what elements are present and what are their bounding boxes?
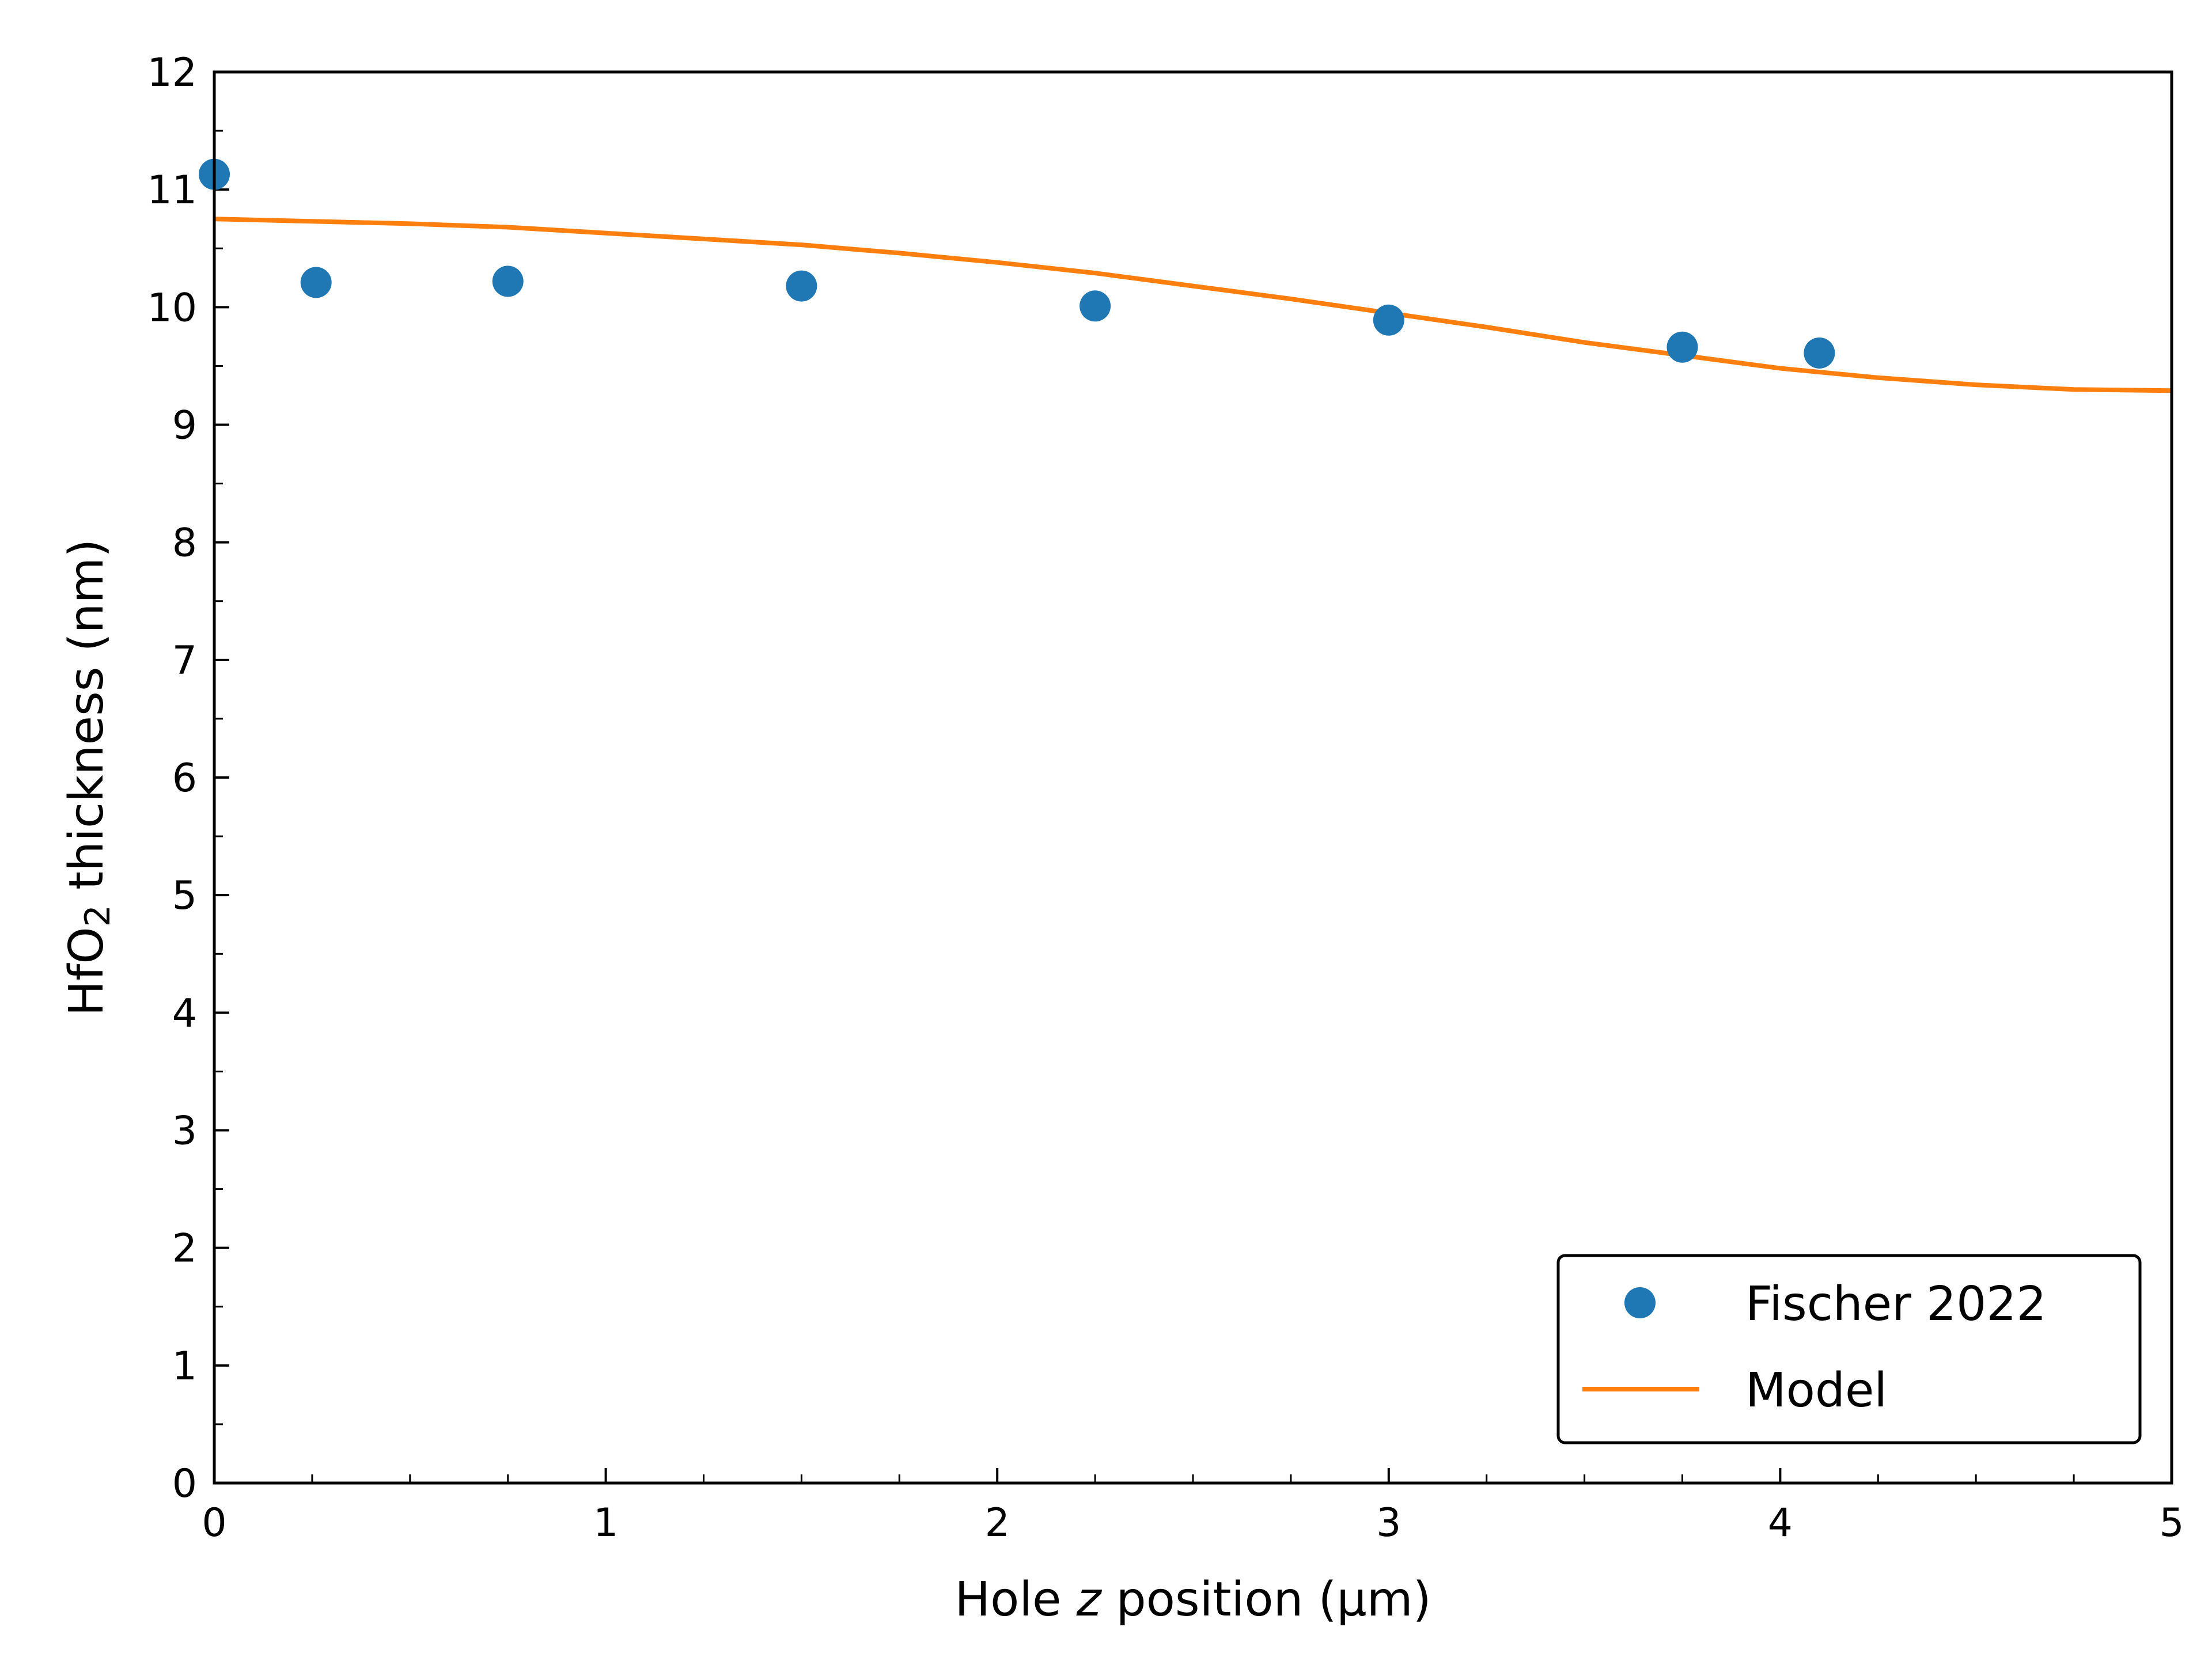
x-axis-label-italic: z [1076, 1572, 1103, 1627]
legend-label-fischer-2022: Fischer 2022 [1745, 1277, 2047, 1332]
data-point [1373, 304, 1404, 336]
y-axis-label-prefix: HfO [59, 927, 114, 1016]
y-axis-label-suffix: thickness (nm) [59, 539, 114, 905]
x-tick-label: 1 [593, 1500, 618, 1546]
data-point [300, 267, 332, 298]
y-tick-label: 11 [147, 168, 197, 213]
y-tick-label: 3 [172, 1109, 197, 1154]
y-tick-label: 8 [172, 521, 197, 566]
y-tick-label: 12 [147, 50, 197, 96]
legend: Fischer 2022 Model [1556, 1254, 2142, 1444]
model-line [214, 217, 2172, 393]
legend-marker-fischer-2022 [1624, 1287, 1656, 1318]
series-layer [199, 158, 2172, 393]
y-axis-label: HfO2 thickness (nm) [59, 539, 118, 1017]
x-tick-label: 5 [2159, 1500, 2184, 1546]
plot-area [199, 158, 2172, 393]
axes-frame [213, 70, 2173, 1485]
y-tick-label: 5 [172, 873, 197, 919]
y-axis-label-subscript: 2 [78, 905, 118, 927]
data-point [1804, 337, 1835, 369]
data-point [786, 270, 817, 302]
y-tick-label: 1 [172, 1344, 197, 1389]
x-axis-label-prefix: Hole [955, 1572, 1076, 1627]
y-tick-label: 9 [172, 403, 197, 449]
y-tick-label: 6 [172, 756, 197, 801]
legend-label-model: Model [1745, 1363, 1887, 1418]
y-tick-label: 0 [172, 1461, 197, 1507]
data-point [1666, 331, 1698, 363]
y-tick-label: 10 [147, 285, 197, 331]
x-axis-label-suffix: position (µm) [1101, 1572, 1431, 1627]
data-point [1080, 290, 1111, 322]
y-tick-label: 2 [172, 1226, 197, 1272]
x-tick-label: 0 [202, 1500, 226, 1546]
legend-box [1556, 1254, 2142, 1444]
x-tick-label: 2 [985, 1500, 1010, 1546]
x-axis-label: Hole z position (µm) [955, 1572, 1431, 1627]
x-tick-label: 4 [1768, 1500, 1793, 1546]
x-tick-label: 3 [1376, 1500, 1401, 1546]
y-tick-label: 4 [172, 991, 197, 1036]
y-tick-label: 7 [172, 638, 197, 684]
data-point [492, 266, 524, 297]
